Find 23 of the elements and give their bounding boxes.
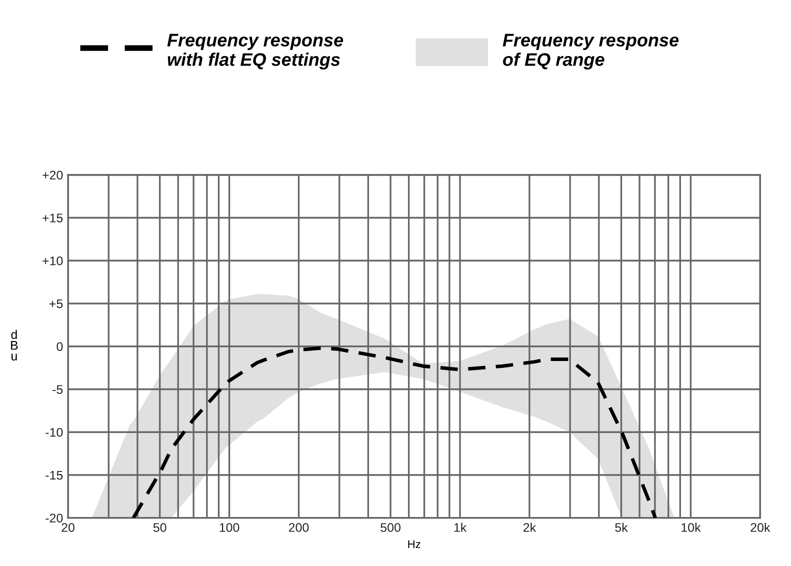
y-tick-label: +10 xyxy=(42,256,63,266)
x-tick-label: 500 xyxy=(380,523,400,532)
text: Frequency response of EQ range xyxy=(502,34,679,70)
x-tick-label: 1k xyxy=(454,522,467,532)
x-tick-label: 20 xyxy=(62,523,74,532)
x-tick-label: 100 xyxy=(220,523,240,532)
x-axis-title: Hz xyxy=(408,540,420,548)
y-tick-label: +20 xyxy=(42,170,63,180)
x-tick-label: 20k xyxy=(750,522,770,532)
x-tick-label: 200 xyxy=(288,523,309,532)
x-tick-label: 50 xyxy=(153,523,166,532)
x-tick-label: 5k xyxy=(615,522,628,532)
y-tick-label: 0 xyxy=(56,342,63,352)
x-tick-label: 10k xyxy=(682,522,701,532)
y-tick-label: -5 xyxy=(52,385,63,394)
y-tick-label: -15 xyxy=(46,470,63,480)
y-tick-label: -20 xyxy=(46,514,63,523)
y-axis-title: dBu xyxy=(11,330,18,360)
y-tick-label: -10 xyxy=(46,428,63,437)
y-tick-label: +15 xyxy=(42,214,63,222)
legend-label: Frequency response with flat EQ settings xyxy=(167,34,344,70)
y-tick-label: +5 xyxy=(50,299,63,308)
x-tick-label: 2k xyxy=(523,522,536,532)
